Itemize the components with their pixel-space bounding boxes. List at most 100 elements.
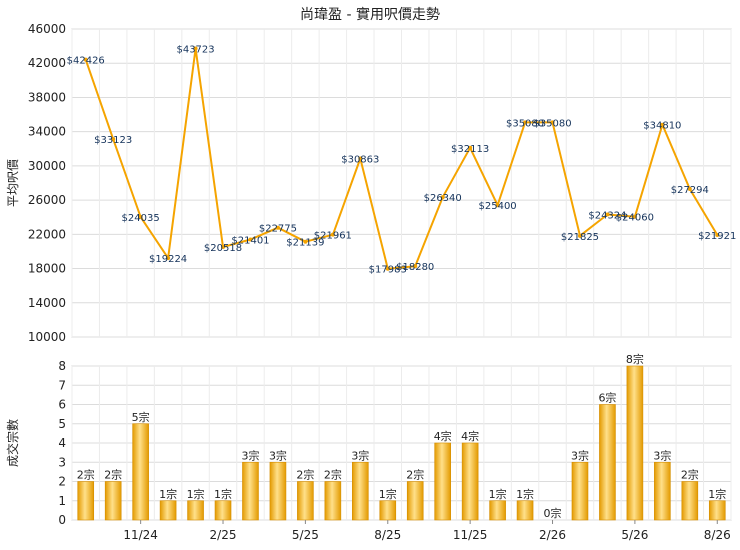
deal-count-label: 0宗 — [544, 506, 562, 520]
price-point — [468, 145, 473, 150]
deal-count-bar — [406, 481, 424, 521]
line-y-tick-label: 26000 — [28, 193, 66, 207]
deal-count-label: 6宗 — [598, 391, 616, 405]
deal-count-bar — [379, 500, 397, 521]
bar-x-tick-label: 8/25 — [374, 528, 401, 542]
deal-count-bar — [708, 500, 726, 521]
deal-count-bar — [516, 500, 534, 521]
deal-count-bar — [571, 461, 589, 521]
price-data-label: $21825 — [561, 232, 599, 243]
price-point — [495, 203, 500, 208]
deal-count-label: 1宗 — [187, 487, 205, 501]
price-point — [138, 214, 143, 219]
line-y-tick-label: 22000 — [28, 227, 66, 241]
line-y-tick-label: 46000 — [28, 22, 66, 36]
price-point — [687, 187, 692, 192]
line-y-tick-label: 10000 — [28, 330, 66, 344]
price-point — [440, 195, 445, 200]
bar-x-tick-label: 2/25 — [210, 528, 237, 542]
deal-count-label: 3宗 — [653, 448, 671, 462]
line-y-tick-label: 38000 — [28, 90, 66, 104]
deal-count-label: 3宗 — [351, 448, 369, 462]
bar-y-tick-label: 7 — [58, 378, 66, 392]
price-data-label: $26340 — [424, 193, 462, 204]
price-data-label: $24060 — [616, 213, 654, 224]
bar-y-tick-label: 4 — [58, 436, 66, 450]
price-point — [275, 225, 280, 230]
price-point — [413, 264, 418, 269]
price-data-label: $19224 — [149, 254, 187, 265]
deal-count-bar — [654, 461, 671, 521]
line-y-tick-label: 18000 — [28, 262, 66, 276]
deal-count-label: 1宗 — [379, 487, 397, 501]
price-point — [248, 237, 253, 242]
deal-count-bar — [132, 423, 149, 521]
line-y-tick-label: 42000 — [28, 56, 66, 70]
price-point — [577, 233, 582, 238]
price-data-label: $35080 — [533, 118, 571, 129]
price-point — [358, 156, 363, 161]
price-data-label: $25400 — [479, 201, 517, 212]
deal-count-bar — [269, 461, 287, 521]
deal-count-bar — [214, 500, 232, 521]
deal-count-label: 1宗 — [214, 487, 232, 501]
bar-x-tick-label: 8/26 — [704, 528, 731, 542]
deal-count-bar — [242, 461, 259, 521]
line-y-tick-label: 30000 — [28, 159, 66, 173]
price-point — [715, 233, 720, 238]
deal-count-bar — [297, 481, 314, 521]
bar-y-tick-label: 3 — [58, 455, 66, 469]
price-data-label: $27294 — [671, 185, 709, 196]
price-point — [166, 256, 171, 261]
chart-title: 尚瑋盈 - 實用呎價走勢 — [300, 7, 440, 23]
deal-count-label: 1宗 — [708, 487, 726, 501]
deal-count-bar — [159, 500, 177, 521]
price-point — [550, 120, 555, 125]
price-point — [523, 120, 528, 125]
bar-x-tick-label: 2/26 — [539, 528, 566, 542]
price-point — [83, 57, 88, 62]
price-data-label: $21961 — [314, 231, 352, 242]
deal-count-bar — [626, 365, 644, 521]
deal-count-label: 1宗 — [489, 487, 507, 501]
deal-count-label: 1宗 — [516, 487, 534, 501]
price-data-label: $24035 — [122, 213, 160, 224]
price-point — [221, 245, 226, 250]
price-data-label: $21139 — [286, 238, 324, 249]
deal-count-label: 2宗 — [681, 468, 699, 482]
price-data-label: $32113 — [451, 144, 489, 155]
deal-count-bar — [681, 481, 699, 521]
deal-count-label: 3宗 — [241, 448, 259, 462]
deal-count-label: 2宗 — [104, 468, 122, 482]
deal-count-label: 8宗 — [626, 352, 644, 366]
line-y-tick-label: 14000 — [28, 296, 66, 310]
line-y-axis-label: 平均呎價 — [6, 159, 20, 207]
price-point — [632, 214, 637, 219]
deal-count-label: 1宗 — [159, 487, 177, 501]
deal-count-label: 3宗 — [269, 448, 287, 462]
price-data-label: $34810 — [643, 121, 681, 132]
price-point — [660, 122, 665, 127]
deal-count-bar — [324, 481, 342, 521]
line-y-tick-label: 34000 — [28, 125, 66, 139]
price-point — [193, 46, 198, 51]
deal-count-bar — [489, 500, 506, 521]
deal-count-bar — [461, 442, 479, 521]
price-point — [111, 137, 116, 142]
price-data-label: $17983 — [369, 265, 407, 276]
price-data-label: $42426 — [67, 56, 105, 67]
bar-y-tick-label: 5 — [58, 417, 66, 431]
price-data-label: $18280 — [396, 262, 434, 273]
deal-count-label: 5宗 — [132, 410, 150, 424]
price-point — [385, 266, 390, 271]
deal-count-label: 2宗 — [296, 468, 314, 482]
bar-y-tick-label: 6 — [58, 398, 66, 412]
deal-count-label: 4宗 — [461, 429, 479, 443]
price-data-label: $24324 — [588, 210, 626, 221]
bar-x-tick-label: 5/25 — [292, 528, 319, 542]
price-data-label: $21401 — [231, 235, 269, 246]
price-data-label: $33123 — [94, 135, 132, 146]
bar-y-axis-label: 成交宗數 — [5, 419, 20, 467]
